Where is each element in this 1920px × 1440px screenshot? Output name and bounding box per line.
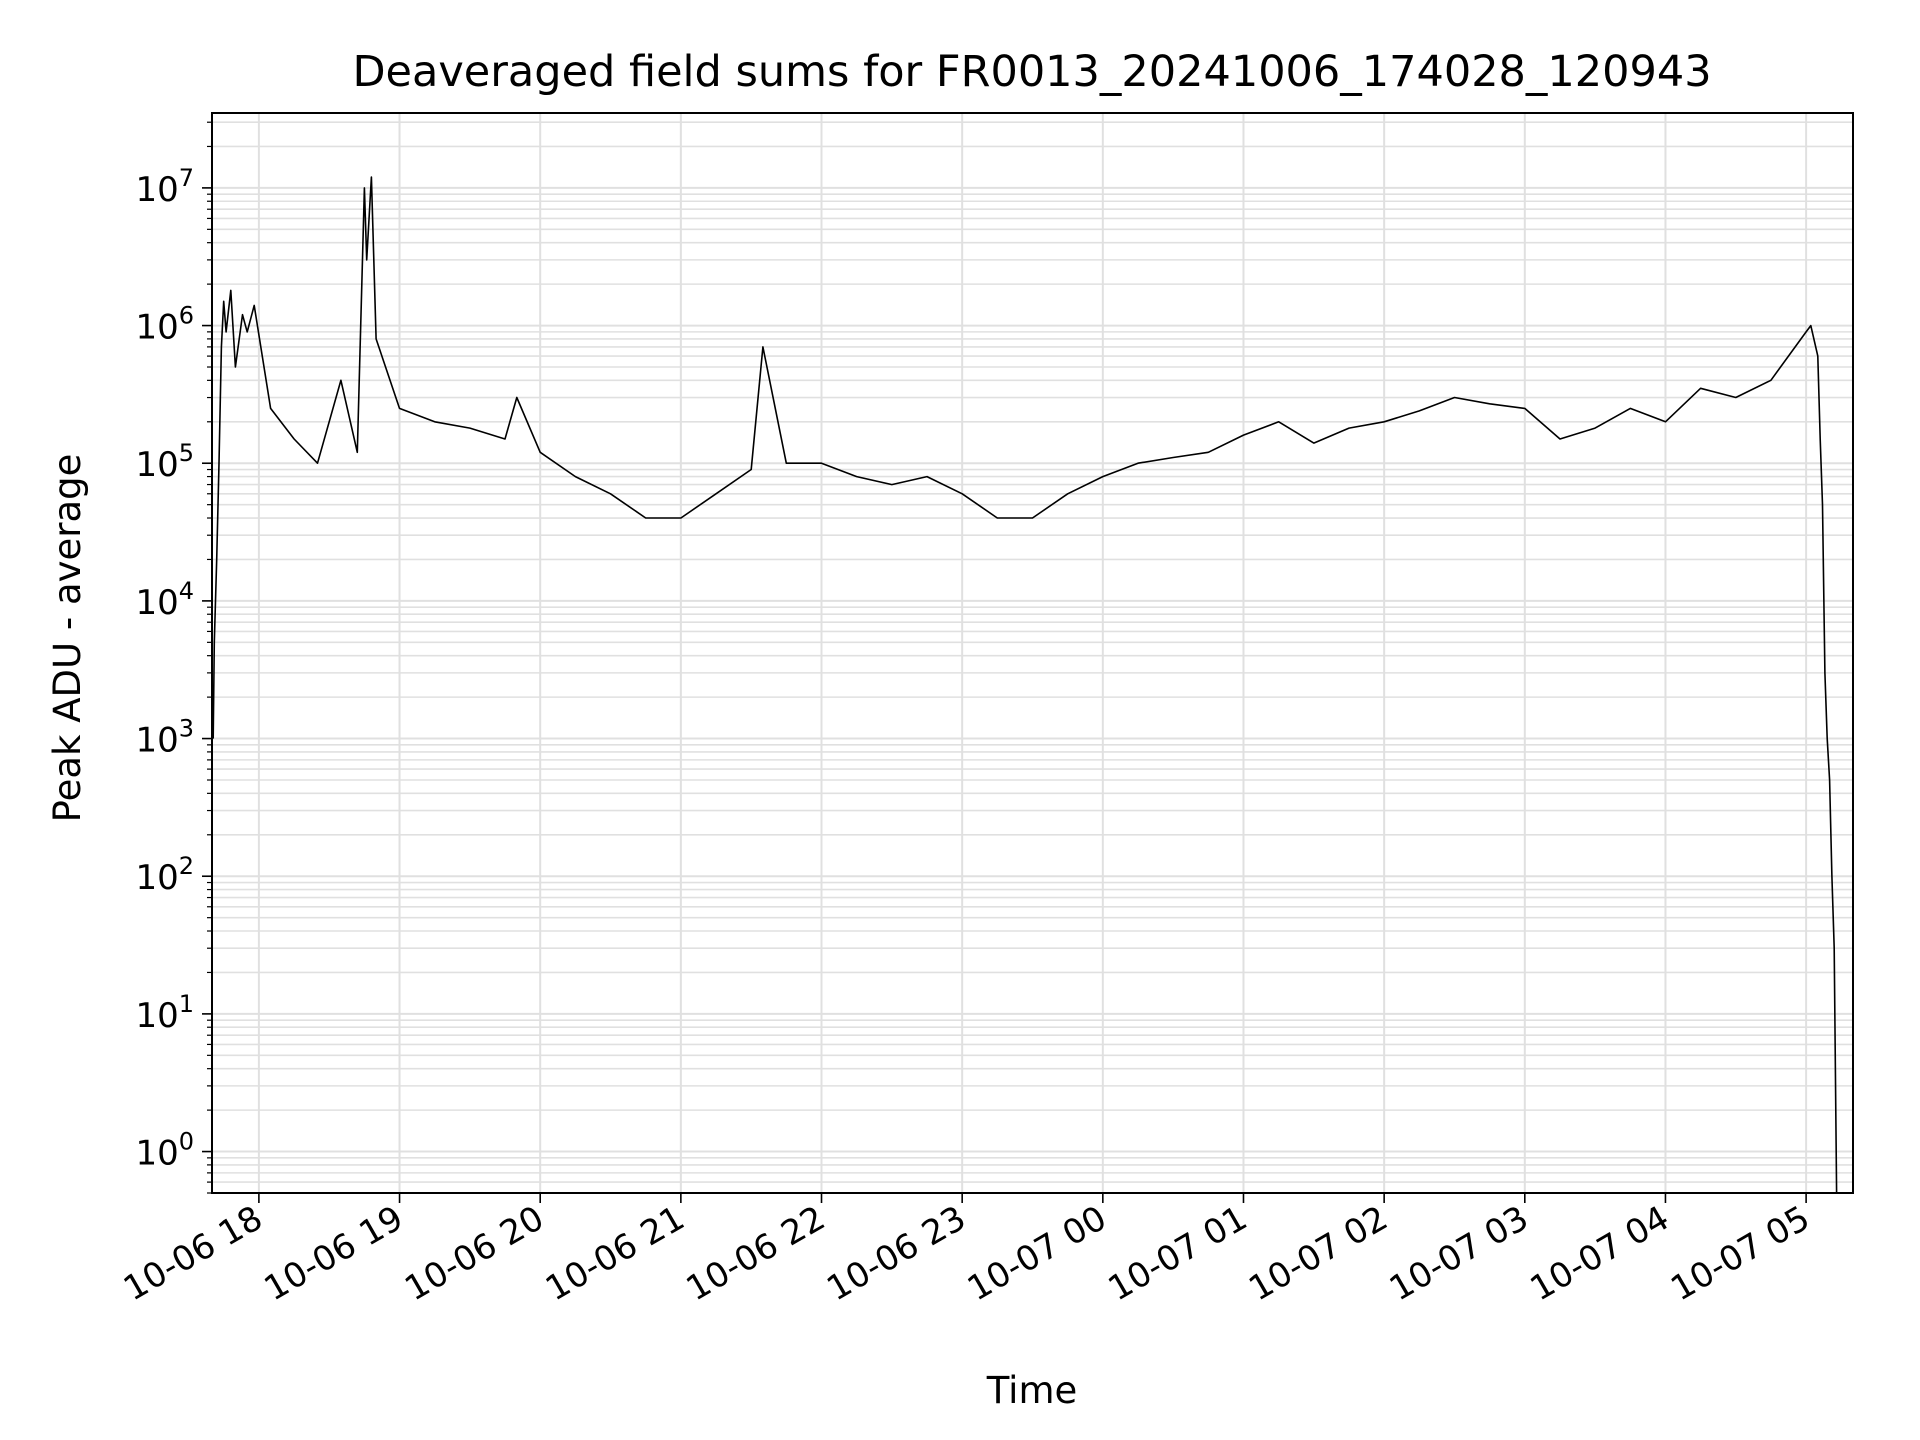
x-tick-label: 10-07 05 (1664, 1198, 1816, 1309)
x-axis-label: Time (986, 1369, 1078, 1412)
plot-frame (211, 112, 1854, 1194)
x-tick-label: 10-07 03 (1383, 1198, 1535, 1309)
y-tick-label: 102 (135, 852, 194, 898)
x-tick-label: 10-06 22 (680, 1198, 832, 1309)
x-tick-label: 10-06 20 (398, 1198, 550, 1309)
x-tick-label: 10-07 00 (961, 1198, 1113, 1309)
y-axis-label: Peak ADU - average (46, 454, 89, 823)
y-tick-label: 105 (135, 439, 194, 485)
x-tick-label: 10-06 21 (539, 1198, 691, 1309)
x-tick-label: 10-07 01 (1102, 1198, 1254, 1309)
chart-axes (211, 112, 1854, 1194)
series-group (212, 176, 1838, 1194)
y-tick-label: 104 (135, 577, 194, 623)
y-tick-label: 101 (135, 990, 194, 1036)
y-tick-label: 103 (135, 715, 194, 761)
x-tick-label: 10-06 19 (258, 1198, 410, 1309)
x-tick-label: 10-07 02 (1242, 1198, 1394, 1309)
chart-grid (212, 113, 1853, 1194)
y-tick-label: 107 (135, 164, 194, 210)
y-tick-label: 106 (135, 302, 194, 348)
y-tick-label: 100 (135, 1128, 194, 1174)
series-line (212, 176, 1838, 1194)
chart-title: Deaveraged field sums for FR0013_2024100… (352, 47, 1711, 97)
x-tick-label: 10-06 18 (117, 1198, 269, 1309)
x-tick-label: 10-06 23 (820, 1198, 972, 1309)
x-tick-label: 10-07 04 (1524, 1198, 1676, 1309)
